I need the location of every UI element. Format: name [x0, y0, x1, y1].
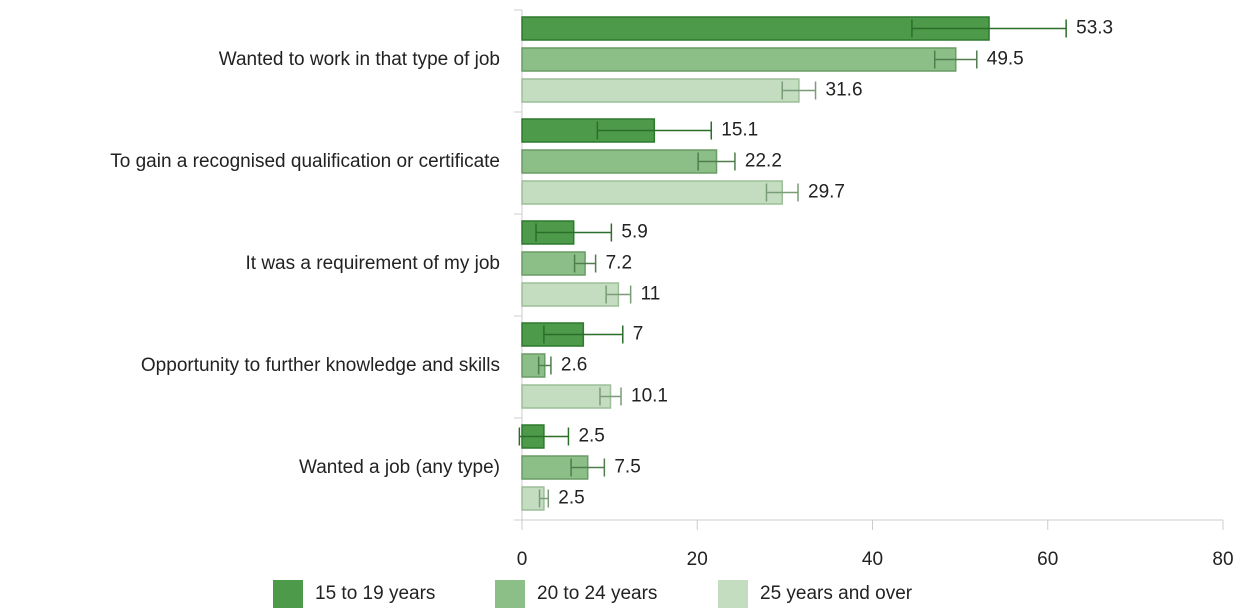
- category-label: It was a requirement of my job: [246, 253, 501, 274]
- x-tick-label: 80: [1212, 549, 1233, 570]
- value-label: 49.5: [987, 49, 1024, 70]
- value-label: 29.7: [808, 182, 845, 203]
- legend-label: 25 years and over: [760, 583, 913, 604]
- error-bar: [781, 81, 817, 100]
- legend-label: 15 to 19 years: [315, 583, 435, 604]
- value-label: 11: [641, 284, 661, 305]
- legend-swatch: [273, 580, 303, 608]
- error-bar: [697, 152, 736, 171]
- error-bar: [570, 458, 606, 477]
- value-label: 7.5: [614, 457, 640, 478]
- bar: [521, 180, 783, 205]
- error-bar: [599, 387, 622, 406]
- value-label: 31.6: [826, 80, 863, 101]
- error-bar: [911, 19, 1067, 38]
- category-label: Opportunity to further knowledge and ski…: [141, 355, 500, 376]
- error-bar: [537, 356, 552, 375]
- x-tick-label: 40: [862, 549, 883, 570]
- bar: [521, 149, 718, 174]
- bar: [521, 47, 957, 72]
- category-label: To gain a recognised qualification or ce…: [110, 151, 500, 172]
- legend-swatch: [495, 580, 525, 608]
- value-label: 10.1: [631, 386, 668, 407]
- value-label: 15.1: [721, 120, 758, 141]
- error-bar: [605, 285, 632, 304]
- value-label: 2.5: [578, 426, 604, 447]
- x-tick-label: 60: [1037, 549, 1058, 570]
- value-label: 5.9: [621, 222, 647, 243]
- error-bar: [573, 254, 597, 273]
- value-label: 53.3: [1076, 18, 1113, 39]
- error-bar: [596, 121, 713, 140]
- error-bar: [543, 325, 624, 344]
- category-label: Wanted to work in that type of job: [219, 49, 500, 70]
- legend-label: 20 to 24 years: [537, 583, 657, 604]
- bar: [521, 78, 800, 103]
- value-label: 7.2: [606, 253, 632, 274]
- value-label: 2.5: [558, 488, 584, 509]
- legend-swatch: [718, 580, 748, 608]
- x-tick-label: 0: [517, 549, 528, 570]
- error-bar: [538, 489, 550, 508]
- error-bar: [518, 427, 570, 446]
- bar: [521, 384, 612, 409]
- error-bar: [765, 183, 799, 202]
- category-label: Wanted a job (any type): [299, 457, 500, 478]
- value-label: 22.2: [745, 151, 782, 172]
- x-tick-label: 20: [687, 549, 708, 570]
- value-label: 2.6: [561, 355, 587, 376]
- error-bar: [933, 50, 978, 69]
- bar: [521, 282, 620, 307]
- value-label: 7: [633, 324, 644, 345]
- error-bar: [535, 223, 613, 242]
